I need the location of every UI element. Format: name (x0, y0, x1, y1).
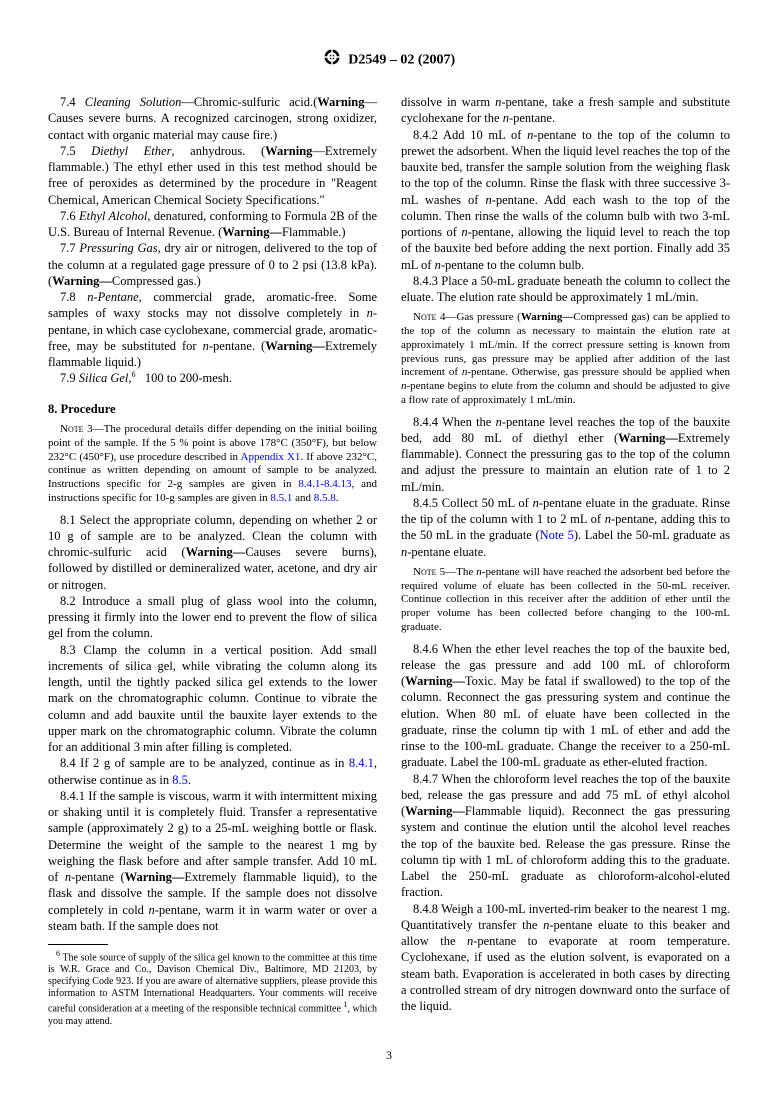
link-8-5-8[interactable]: 8.5.8 (314, 492, 336, 504)
para-7-8: 7.8 n-Pentane, commercial grade, aromati… (48, 289, 377, 370)
para-7-9: 7.9 Silica Gel,6 100 to 200-mesh. (48, 370, 377, 386)
para-8-4-5: 8.4.5 Collect 50 mL of n-pentane eluate … (401, 495, 730, 560)
para-7-4: 7.4 Cleaning Solution—Chromic-sulfuric a… (48, 94, 377, 143)
section-8-title: 8. Procedure (48, 401, 377, 417)
footnote-separator (48, 944, 108, 945)
link-note-5[interactable]: Note 5 (540, 528, 574, 542)
para-8-4-7: 8.4.7 When the chloroform level reaches … (401, 771, 730, 901)
astm-logo (323, 48, 341, 72)
para-8-2: 8.2 Introduce a small plug of glass wool… (48, 593, 377, 642)
para-7-7: 7.7 Pressuring Gas, dry air or nitrogen,… (48, 240, 377, 289)
para-7-6: 7.6 Ethyl Alcohol, denatured, conforming… (48, 208, 377, 241)
para-8-4-6: 8.4.6 When the ether level reaches the t… (401, 641, 730, 771)
page-header: D2549 – 02 (2007) (48, 48, 730, 72)
para-8-1: 8.1 Select the appropriate column, depen… (48, 512, 377, 593)
para-8-4-1: 8.4.1 If the sample is viscous, warm it … (48, 788, 377, 934)
para-7-5: 7.5 Diethyl Ether, anhydrous. (Warning—E… (48, 143, 377, 208)
footnote-block: 6 The sole source of supply of the silic… (48, 944, 377, 1028)
body-columns: 7.4 Cleaning Solution—Chromic-sulfuric a… (48, 94, 730, 1028)
para-8-4-2: 8.4.2 Add 10 mL of n-pentane to the top … (401, 127, 730, 273)
note-4: Note 4—Gas pressure (Warning—Compressed … (401, 311, 730, 407)
note-5: Note 5—The n-pentane will have reached t… (401, 566, 730, 635)
para-8-4-3: 8.4.3 Place a 50-mL graduate beneath the… (401, 273, 730, 306)
para-8-4: 8.4 If 2 g of sample are to be analyzed,… (48, 755, 377, 788)
footnote-6: 6 The sole source of supply of the silic… (48, 949, 377, 1028)
link-8-5-1[interactable]: 8.5.1 (270, 492, 292, 504)
para-8-4-4: 8.4.4 When the n-pentane level reaches t… (401, 414, 730, 495)
para-8-3: 8.3 Clamp the column in a vertical posit… (48, 642, 377, 756)
designation: D2549 – 02 (2007) (348, 52, 455, 67)
para-8-4-8: 8.4.8 Weigh a 100-mL inverted-rim beaker… (401, 901, 730, 1015)
link-8-5[interactable]: 8.5 (172, 773, 188, 787)
page-number: 3 (48, 1048, 730, 1064)
link-8-4-1[interactable]: 8.4.1 (349, 756, 374, 770)
note-3: Note 3—The procedural details differ dep… (48, 423, 377, 506)
link-8-4-1-13[interactable]: 8.4.1-8.4.13 (298, 478, 351, 490)
para-8-4-1-cont: dissolve in warm n-pentane, take a fresh… (401, 94, 730, 127)
link-appendix-x1[interactable]: Appendix X1 (241, 451, 301, 463)
